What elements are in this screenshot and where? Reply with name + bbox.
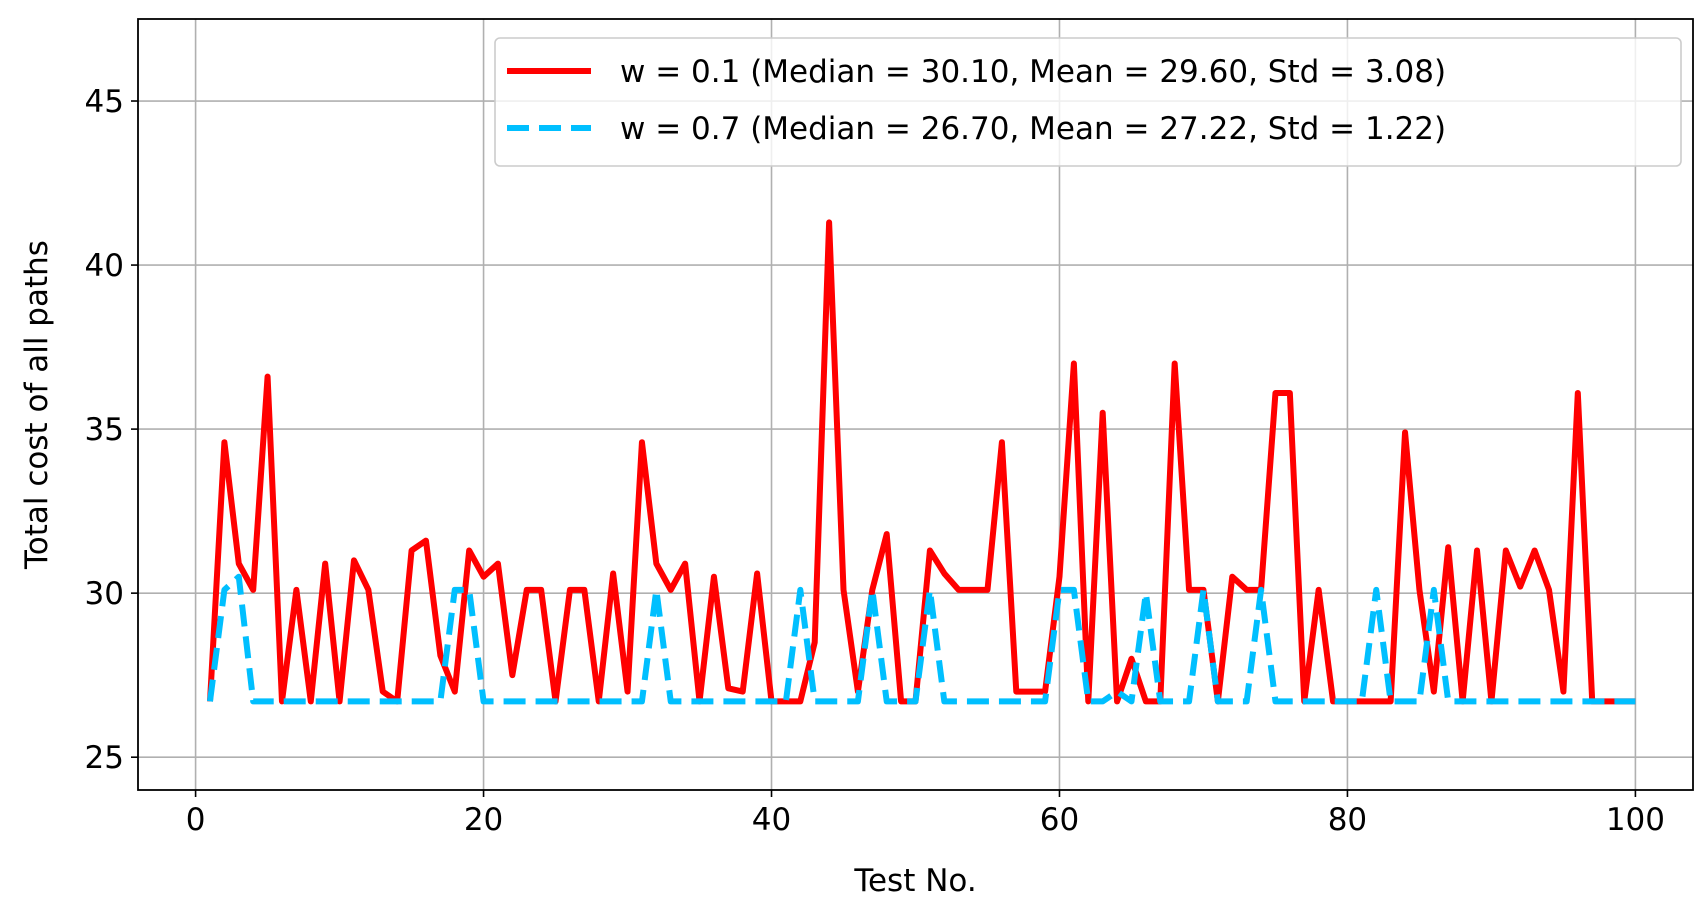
plot-frame <box>137 18 1694 791</box>
y-axis-label: Total cost of all paths <box>19 240 55 570</box>
plot-series <box>206 219 1636 705</box>
legend: w = 0.1 (Median = 30.10, Mean = 29.60, S… <box>494 37 1682 167</box>
x-tick-label: 40 <box>752 802 791 838</box>
y-tick-label: 30 <box>85 576 124 612</box>
x-tick-label: 0 <box>186 802 206 838</box>
x-tick-label: 20 <box>464 802 503 838</box>
legend-box <box>494 37 1682 167</box>
x-tick-label: 60 <box>1040 802 1079 838</box>
axes: 0 20 40 60 80 100 25 30 35 40 45 <box>85 84 1665 838</box>
x-tick-label: 80 <box>1328 802 1367 838</box>
x-tick-label: 100 <box>1606 802 1665 838</box>
series-line-2 <box>207 573 1636 705</box>
legend-label-series-2: w = 0.7 (Median = 26.70, Mean = 27.22, S… <box>620 111 1446 147</box>
y-tick-label: 40 <box>85 248 124 284</box>
legend-label-series-1: w = 0.1 (Median = 30.10, Mean = 29.60, S… <box>620 54 1446 90</box>
y-tick-label: 45 <box>85 84 124 120</box>
y-tick-label: 25 <box>85 740 124 776</box>
y-tick-label: 35 <box>85 412 124 448</box>
x-axis-label: Test No. <box>853 863 976 899</box>
